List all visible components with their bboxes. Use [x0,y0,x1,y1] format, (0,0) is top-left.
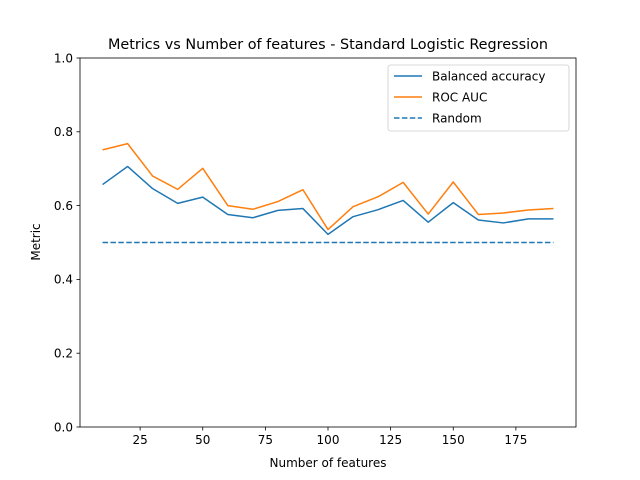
series-line-roc-auc [102,142,554,231]
legend-label-random: Random [432,111,482,125]
x-tick-label: 100 [317,433,340,447]
y-tick-label: 0.8 [54,125,73,139]
series-line-balanced-accuracy [102,165,554,236]
x-tick-label: 50 [195,433,210,447]
chart-title: Metrics vs Number of features - Standard… [108,37,548,53]
y-tick-label: 0.0 [54,420,73,434]
y-tick-label: 0.6 [54,199,73,213]
legend: Balanced accuracy ROC AUC Random [387,64,570,132]
axes: 25 50 75 100 125 150 175 0.0 0.2 0.4 0.6 0.8 1.0 [54,51,577,447]
x-tick-label: 150 [442,433,465,447]
y-tick-label: 0.4 [54,273,73,287]
x-tick-label: 175 [504,433,527,447]
legend-label-balanced-accuracy: Balanced accuracy [432,69,545,83]
y-tick-label: 1.0 [54,51,73,65]
legend-label-roc-auc: ROC AUC [432,90,487,104]
y-tick-label: 0.2 [54,347,73,361]
legend-box [387,64,570,132]
x-tick-label: 25 [132,433,147,447]
x-axis-title: Number of features [270,456,387,470]
x-tick-label: 125 [379,433,402,447]
plot-area [102,142,554,244]
y-axis-title: Metric [29,223,43,260]
x-tick-label: 75 [258,433,273,447]
